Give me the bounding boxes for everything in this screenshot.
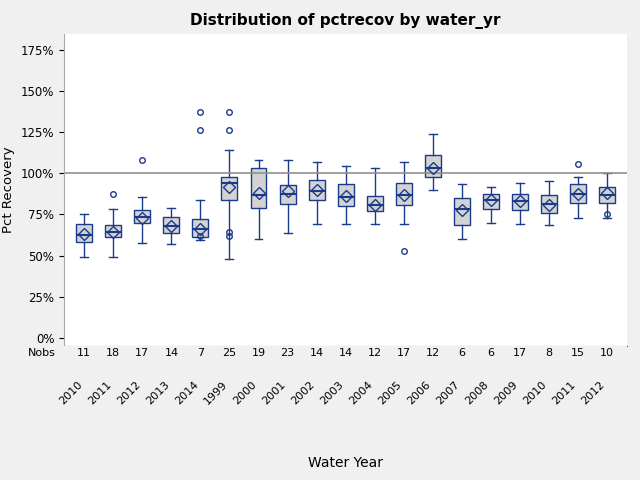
Text: 15: 15 xyxy=(571,348,585,358)
PathPatch shape xyxy=(599,187,615,203)
Text: 8: 8 xyxy=(545,348,552,358)
Text: 19: 19 xyxy=(252,348,266,358)
Text: 10: 10 xyxy=(600,348,614,358)
PathPatch shape xyxy=(512,194,528,210)
PathPatch shape xyxy=(396,183,412,204)
Text: 14: 14 xyxy=(310,348,324,358)
PathPatch shape xyxy=(106,225,122,238)
PathPatch shape xyxy=(367,195,383,211)
Text: 6: 6 xyxy=(458,348,465,358)
PathPatch shape xyxy=(425,155,441,177)
Text: 12: 12 xyxy=(367,348,381,358)
PathPatch shape xyxy=(454,198,470,225)
PathPatch shape xyxy=(221,178,237,200)
Y-axis label: Pct Recovery: Pct Recovery xyxy=(2,146,15,233)
PathPatch shape xyxy=(250,168,266,208)
Text: 14: 14 xyxy=(164,348,179,358)
PathPatch shape xyxy=(163,217,179,233)
Text: 14: 14 xyxy=(339,348,353,358)
PathPatch shape xyxy=(483,194,499,209)
PathPatch shape xyxy=(570,184,586,203)
Text: 18: 18 xyxy=(106,348,120,358)
Text: 25: 25 xyxy=(223,348,237,358)
Text: 11: 11 xyxy=(77,348,92,358)
Text: Nobs: Nobs xyxy=(28,348,56,358)
Title: Distribution of pctrecov by water_yr: Distribution of pctrecov by water_yr xyxy=(190,13,501,29)
Text: 23: 23 xyxy=(280,348,294,358)
Text: 17: 17 xyxy=(135,348,150,358)
Text: 17: 17 xyxy=(513,348,527,358)
Text: 17: 17 xyxy=(397,348,411,358)
PathPatch shape xyxy=(76,224,92,241)
PathPatch shape xyxy=(193,219,209,237)
PathPatch shape xyxy=(541,195,557,213)
Text: 12: 12 xyxy=(426,348,440,358)
PathPatch shape xyxy=(308,180,324,200)
Text: Water Year: Water Year xyxy=(308,456,383,470)
Text: 6: 6 xyxy=(487,348,494,358)
PathPatch shape xyxy=(134,210,150,223)
Text: 7: 7 xyxy=(197,348,204,358)
PathPatch shape xyxy=(280,185,296,204)
PathPatch shape xyxy=(338,184,353,206)
